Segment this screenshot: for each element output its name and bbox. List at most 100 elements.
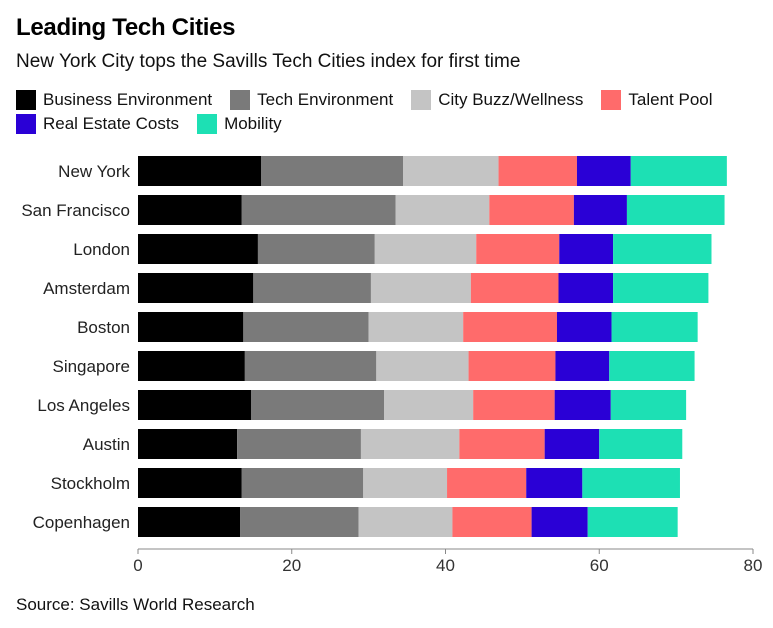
bar-singapore-talent-pool bbox=[468, 351, 556, 381]
bar-singapore-real-estate-costs bbox=[555, 351, 610, 381]
bar-stockholm-business-environment bbox=[138, 468, 242, 498]
bar-boston-city-buzz-wellness bbox=[368, 312, 464, 342]
legend-item-real-estate-costs: Real Estate Costs bbox=[16, 114, 179, 134]
bar-boston-real-estate-costs bbox=[556, 312, 612, 342]
bar-copenhagen-city-buzz-wellness bbox=[358, 507, 453, 537]
bar-boston-talent-pool bbox=[463, 312, 557, 342]
bar-austin-business-environment bbox=[138, 429, 238, 459]
source-note: Source: Savills World Research bbox=[16, 595, 255, 614]
bar-singapore-business-environment bbox=[138, 351, 245, 381]
bar-singapore-city-buzz-wellness bbox=[376, 351, 469, 381]
category-label-amsterdam: Amsterdam bbox=[43, 279, 130, 298]
legend-item-city-buzz-wellness: City Buzz/Wellness bbox=[411, 90, 583, 110]
legend-label-business-environment: Business Environment bbox=[43, 90, 213, 109]
bar-los-angeles-talent-pool bbox=[473, 390, 555, 420]
bar-copenhagen-mobility bbox=[587, 507, 678, 537]
bar-boston-mobility bbox=[611, 312, 698, 342]
bar-copenhagen-business-environment bbox=[138, 507, 241, 537]
category-label-singapore: Singapore bbox=[52, 357, 130, 376]
legend-label-tech-environment: Tech Environment bbox=[257, 90, 394, 109]
bar-austin-real-estate-costs bbox=[544, 429, 600, 459]
bar-amsterdam-business-environment bbox=[138, 273, 254, 303]
bar-los-angeles-real-estate-costs bbox=[554, 390, 611, 420]
bar-amsterdam-mobility bbox=[613, 273, 709, 303]
bar-austin-talent-pool bbox=[459, 429, 545, 459]
bar-amsterdam-city-buzz-wellness bbox=[370, 273, 471, 303]
bar-london-tech-environment bbox=[257, 234, 375, 264]
bar-amsterdam-real-estate-costs bbox=[558, 273, 614, 303]
bar-austin-tech-environment bbox=[237, 429, 361, 459]
x-tick-label-0: 0 bbox=[133, 556, 142, 575]
legend-label-mobility: Mobility bbox=[224, 114, 282, 133]
legend-swatch-business-environment bbox=[16, 90, 36, 110]
bar-stockholm-talent-pool bbox=[447, 468, 527, 498]
chart-title: Leading Tech Cities bbox=[16, 14, 236, 41]
bar-stockholm-city-buzz-wellness bbox=[363, 468, 448, 498]
bar-stockholm-real-estate-costs bbox=[526, 468, 583, 498]
bar-san-francisco-city-buzz-wellness bbox=[395, 195, 490, 225]
legend-swatch-city-buzz-wellness bbox=[411, 90, 432, 110]
category-label-stockholm: Stockholm bbox=[51, 474, 130, 493]
x-tick-label-20: 20 bbox=[282, 556, 301, 575]
bar-london-business-environment bbox=[138, 234, 258, 264]
bar-los-angeles-tech-environment bbox=[251, 390, 384, 420]
bar-los-angeles-mobility bbox=[610, 390, 687, 420]
category-label-austin: Austin bbox=[83, 435, 130, 454]
bar-san-francisco-tech-environment bbox=[241, 195, 396, 225]
legend-label-city-buzz-wellness: City Buzz/Wellness bbox=[438, 90, 584, 109]
bar-san-francisco-business-environment bbox=[138, 195, 242, 225]
legend-item-talent-pool: Talent Pool bbox=[601, 90, 713, 110]
bar-stockholm-tech-environment bbox=[241, 468, 364, 498]
legend-label-talent-pool: Talent Pool bbox=[628, 90, 713, 109]
bar-new-york-city-buzz-wellness bbox=[403, 156, 499, 186]
bar-london-mobility bbox=[613, 234, 712, 264]
category-label-boston: Boston bbox=[77, 318, 130, 337]
bar-stockholm-mobility bbox=[582, 468, 680, 498]
bar-san-francisco-mobility bbox=[626, 195, 725, 225]
bar-london-real-estate-costs bbox=[559, 234, 614, 264]
x-tick-label-60: 60 bbox=[590, 556, 609, 575]
bar-copenhagen-tech-environment bbox=[240, 507, 359, 537]
category-label-san-francisco: San Francisco bbox=[21, 201, 130, 220]
bar-san-francisco-talent-pool bbox=[489, 195, 574, 225]
bar-amsterdam-tech-environment bbox=[253, 273, 371, 303]
x-tick-label-40: 40 bbox=[436, 556, 455, 575]
legend-swatch-tech-environment bbox=[230, 90, 251, 110]
bar-austin-mobility bbox=[599, 429, 683, 459]
legend-row-1: Business Environment Tech Environment Ci… bbox=[16, 88, 766, 112]
bar-new-york-tech-environment bbox=[261, 156, 404, 186]
legend-item-tech-environment: Tech Environment bbox=[230, 90, 393, 110]
category-label-los-angeles: Los Angeles bbox=[37, 396, 130, 415]
legend-label-real-estate-costs: Real Estate Costs bbox=[43, 114, 180, 133]
legend-row-2: Real Estate Costs Mobility bbox=[16, 112, 766, 136]
bar-new-york-real-estate-costs bbox=[576, 156, 631, 186]
bar-new-york-mobility bbox=[630, 156, 727, 186]
bar-boston-business-environment bbox=[138, 312, 244, 342]
bar-singapore-tech-environment bbox=[244, 351, 377, 381]
category-label-new-york: New York bbox=[58, 162, 130, 181]
category-label-london: London bbox=[73, 240, 130, 259]
legend-swatch-talent-pool bbox=[601, 90, 622, 110]
category-label-copenhagen: Copenhagen bbox=[33, 513, 130, 532]
bar-san-francisco-real-estate-costs bbox=[573, 195, 627, 225]
bar-copenhagen-real-estate-costs bbox=[531, 507, 588, 537]
bar-london-talent-pool bbox=[476, 234, 560, 264]
bar-los-angeles-business-environment bbox=[138, 390, 252, 420]
bar-london-city-buzz-wellness bbox=[374, 234, 477, 264]
bar-amsterdam-talent-pool bbox=[470, 273, 559, 303]
chart-subtitle: New York City tops the Savills Tech Citi… bbox=[16, 51, 521, 72]
x-tick-label-80: 80 bbox=[744, 556, 763, 575]
bar-new-york-business-environment bbox=[138, 156, 261, 186]
legend-item-mobility: Mobility bbox=[197, 114, 282, 134]
legend: Business Environment Tech Environment Ci… bbox=[16, 88, 766, 136]
bar-singapore-mobility bbox=[609, 351, 695, 381]
bar-new-york-talent-pool bbox=[498, 156, 577, 186]
legend-swatch-mobility bbox=[197, 114, 218, 134]
bar-copenhagen-talent-pool bbox=[452, 507, 532, 537]
bar-boston-tech-environment bbox=[243, 312, 369, 342]
bar-austin-city-buzz-wellness bbox=[360, 429, 460, 459]
legend-item-business-environment: Business Environment bbox=[16, 90, 212, 110]
legend-swatch-real-estate-costs bbox=[16, 114, 36, 134]
bar-los-angeles-city-buzz-wellness bbox=[384, 390, 474, 420]
